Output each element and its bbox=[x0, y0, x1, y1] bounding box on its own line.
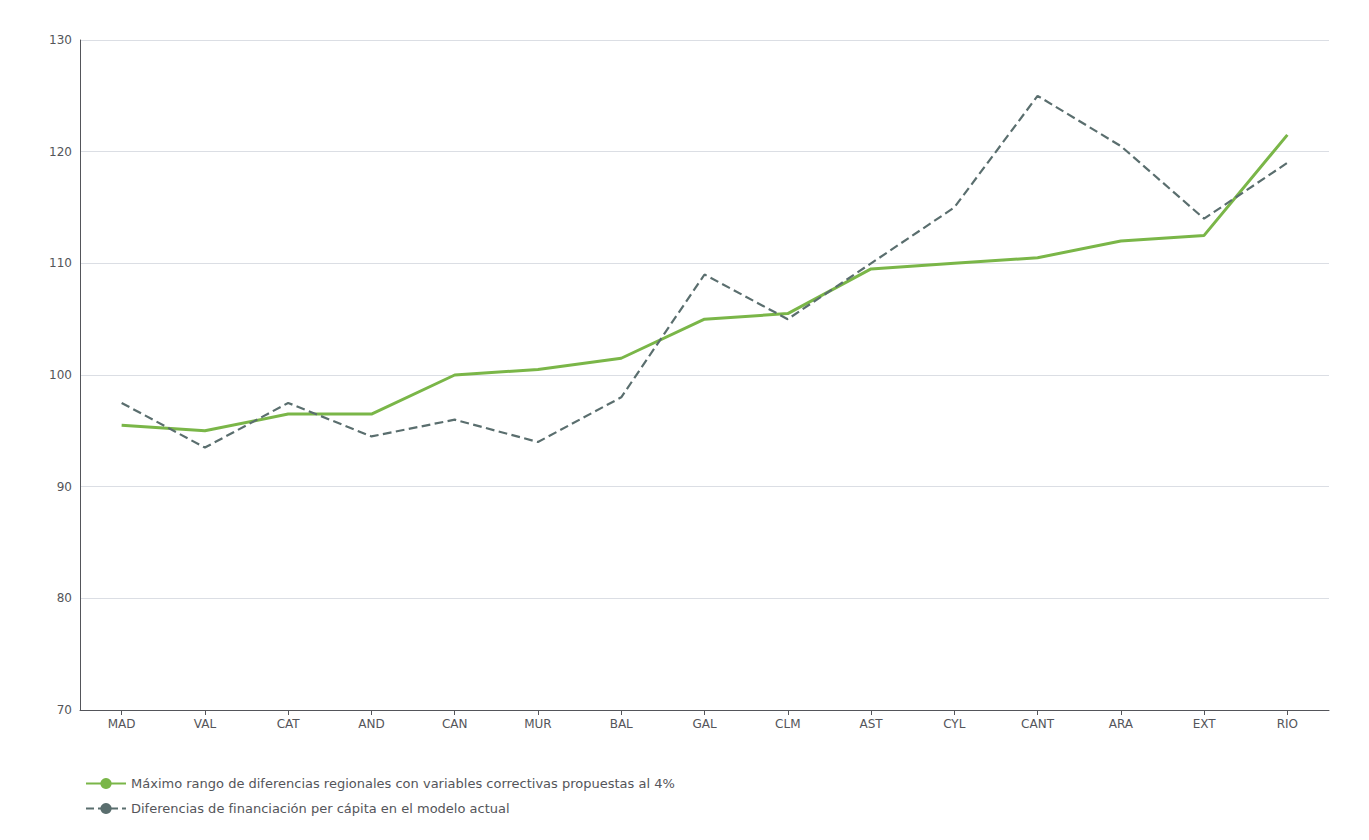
svg-text:EXT: EXT bbox=[1193, 717, 1217, 731]
svg-text:RIO: RIO bbox=[1277, 717, 1298, 731]
svg-text:ARA: ARA bbox=[1109, 717, 1134, 731]
svg-text:130: 130 bbox=[49, 33, 72, 47]
svg-text:70: 70 bbox=[57, 703, 72, 717]
svg-text:Diferencias de financiación pe: Diferencias de financiación per cápita e… bbox=[131, 801, 510, 816]
svg-text:AND: AND bbox=[358, 717, 384, 731]
svg-text:GAL: GAL bbox=[692, 717, 717, 731]
svg-text:120: 120 bbox=[49, 145, 72, 159]
svg-text:80: 80 bbox=[57, 591, 72, 605]
svg-text:CYL: CYL bbox=[943, 717, 965, 731]
svg-text:Máximo rango de diferencias re: Máximo rango de diferencias regionales c… bbox=[131, 776, 675, 791]
svg-text:BAL: BAL bbox=[610, 717, 633, 731]
svg-text:CAN: CAN bbox=[442, 717, 468, 731]
svg-text:MUR: MUR bbox=[524, 717, 551, 731]
svg-text:CLM: CLM bbox=[775, 717, 800, 731]
svg-text:MAD: MAD bbox=[108, 717, 136, 731]
svg-text:CANT: CANT bbox=[1021, 717, 1055, 731]
svg-text:AST: AST bbox=[859, 717, 883, 731]
svg-text:100: 100 bbox=[49, 368, 72, 382]
svg-text:CAT: CAT bbox=[277, 717, 301, 731]
svg-text:90: 90 bbox=[57, 480, 72, 494]
svg-text:110: 110 bbox=[49, 256, 72, 270]
svg-text:VAL: VAL bbox=[194, 717, 217, 731]
